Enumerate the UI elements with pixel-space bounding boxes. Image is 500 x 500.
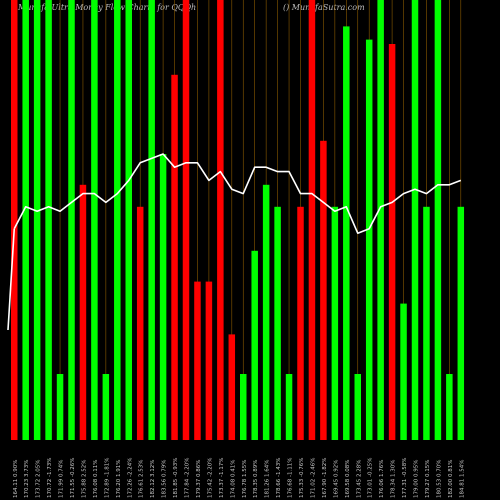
bar (434, 0, 442, 440)
x-tick-label: 170.72 -1.73% (47, 458, 53, 498)
bar (22, 0, 29, 440)
x-tick-label: 172.26 -2.24% (127, 458, 133, 498)
x-tick-label: 173.45 2.28% (356, 460, 362, 498)
x-tick-label: 181.85 -0.93% (173, 458, 179, 498)
bar (159, 154, 167, 440)
bar (365, 39, 373, 440)
bar (400, 303, 407, 440)
bar (79, 184, 87, 440)
bar (423, 206, 430, 440)
bar (136, 206, 144, 440)
x-tick-label: 178.34 1.30% (391, 460, 397, 498)
line-group (7, 153, 462, 331)
bar (148, 0, 155, 440)
bar (297, 206, 304, 440)
chart-title: Munafa Ultra Money Flow Charts for QQQh … (18, 3, 498, 12)
x-tick-label: 177.84 -2.20% (185, 458, 191, 498)
x-tick-label: 176.68 -1.11% (288, 458, 294, 498)
x-tick-label: 173.01 -0.25% (368, 458, 374, 498)
x-tick-label: 175.33 -0.76% (299, 458, 305, 498)
bar (125, 0, 132, 440)
bar (217, 0, 224, 440)
bar (354, 374, 361, 440)
site-credit: () MunafaSutra.com (283, 3, 365, 12)
x-tick-label: 174.08 0.41% (230, 460, 236, 498)
x-tick-label: 164.11 0.90% (13, 460, 19, 498)
x-labels-group: 164.11 0.90% 170.23 3.73% 173.72 2.05% 170.… (13, 458, 466, 498)
x-tick-label: 183.56 0.79% (162, 460, 168, 498)
bar (457, 206, 465, 440)
x-tick-label: 173.37 -1.17% (219, 458, 225, 498)
x-tick-label: 176.78 1.55% (242, 460, 248, 498)
bar (240, 374, 247, 440)
x-tick-label: 176.20 1.91% (116, 460, 122, 498)
x-tick-label: 175.88 2.52% (81, 460, 87, 498)
bar (228, 334, 236, 440)
x-tick-label: 176.08 0.11% (93, 460, 99, 498)
bar (377, 0, 384, 440)
bar (331, 206, 339, 440)
bar (182, 0, 190, 440)
bar (388, 44, 396, 440)
x-tick-label: 182.12 3.12% (150, 460, 156, 498)
x-tick-label: 182.00 0.81% (448, 460, 454, 498)
x-tick-label: 179.27 0.15% (425, 460, 431, 498)
x-tick-label: 173.72 2.05% (36, 460, 42, 498)
bars-group (11, 0, 465, 441)
x-tick-label: 184.81 1.54% (459, 460, 465, 498)
bar (446, 374, 453, 440)
bar (262, 184, 270, 440)
bar (274, 206, 281, 440)
x-tick-label: 176.06 1.76% (379, 460, 385, 498)
bar (11, 0, 18, 440)
bar (285, 374, 293, 440)
bar (45, 0, 52, 440)
x-tick-label: 167.90 -1.82% (322, 458, 328, 498)
bar (308, 0, 316, 440)
x-tick-label: 169.58 0.08% (345, 460, 351, 498)
bar (343, 26, 350, 441)
x-tick-label: 171.55 -0.26% (70, 458, 76, 498)
x-tick-label: 180.53 0.70% (436, 460, 442, 498)
x-tick-label: 171.02 -2.46% (310, 458, 316, 498)
x-tick-label: 177.31 -0.58% (402, 458, 408, 498)
bar (411, 0, 419, 440)
x-tick-label: 169.45 0.92% (333, 460, 339, 498)
bar (33, 0, 41, 440)
bar (91, 0, 98, 440)
chart-title-text: Munafa Ultra Money Flow Charts for QQQh (18, 3, 197, 12)
bar (251, 250, 258, 440)
x-tick-label: 170.23 3.73% (24, 460, 30, 498)
x-tick-label: 181.26 1.64% (265, 460, 271, 498)
bar (194, 281, 201, 440)
x-tick-label: 175.42 -2.20% (207, 458, 213, 498)
bar (68, 0, 75, 440)
bar (102, 374, 110, 440)
bar (205, 281, 213, 440)
bar (320, 140, 327, 441)
bar (114, 0, 121, 440)
x-tick-label: 176.61 2.53% (139, 460, 145, 498)
bar (171, 74, 178, 441)
money-flow-line (13, 153, 462, 234)
bar (56, 374, 64, 440)
x-tick-label: 179.37 0.86% (196, 460, 202, 498)
x-tick-label: 171.99 0.74% (59, 460, 65, 498)
x-tick-label: 179.00 0.95% (414, 460, 420, 498)
x-tick-label: 172.89 -1.81% (104, 458, 110, 498)
money-flow-line-start (7, 228, 16, 331)
x-tick-label: 178.35 0.89% (253, 460, 259, 498)
x-tick-label: 178.66 -1.43% (276, 458, 282, 498)
